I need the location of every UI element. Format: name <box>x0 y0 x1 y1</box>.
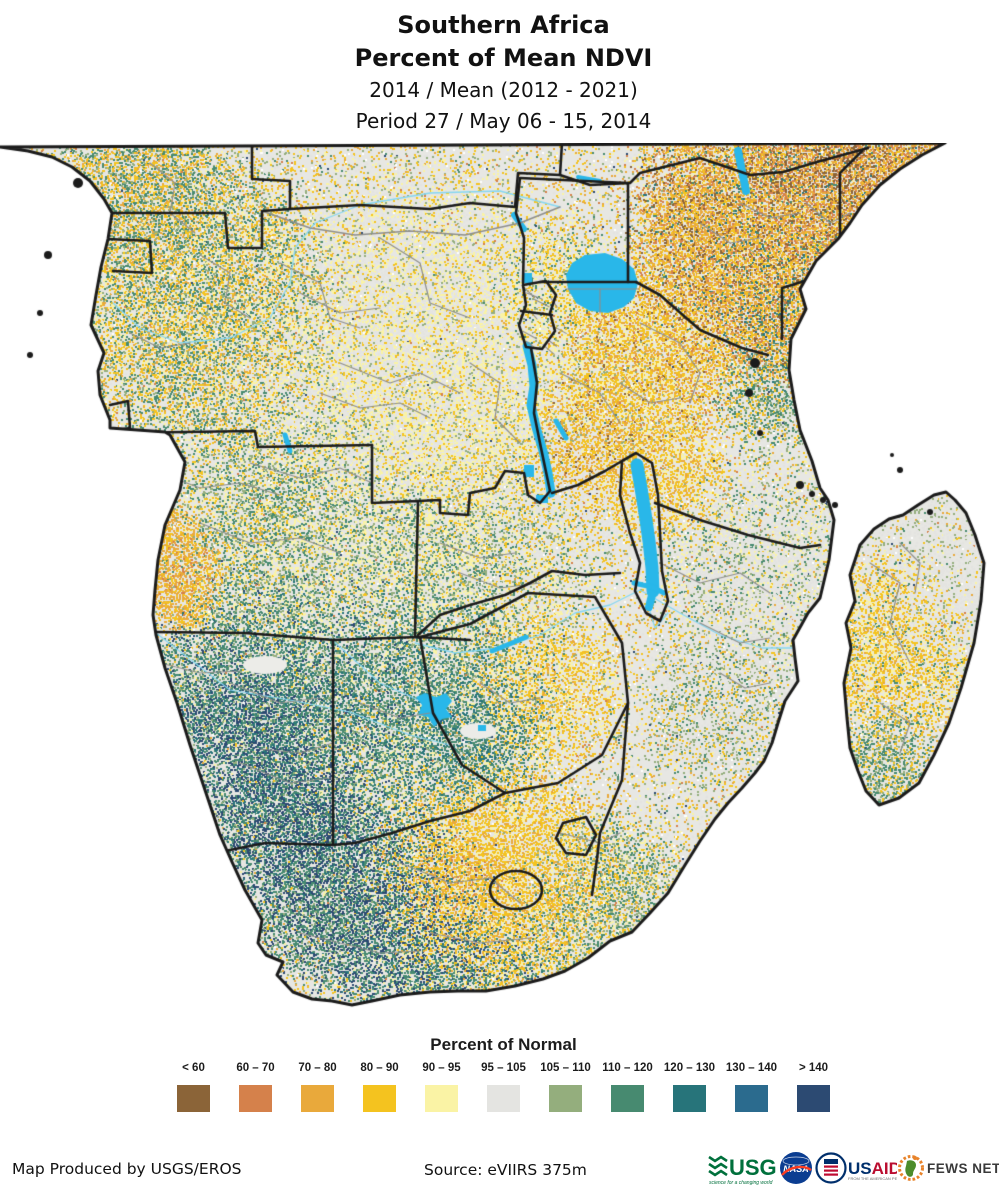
usgs-logo: USGS science for a changing world <box>708 1155 777 1186</box>
produced-by-text: Map Produced by USGS/EROS <box>12 1160 242 1178</box>
legend-color-swatch <box>797 1085 830 1112</box>
usgs-logo-text: USGS <box>729 1155 777 1180</box>
legend-color-swatch <box>425 1085 458 1112</box>
legend: < 60 60 – 70 70 – 80 80 – 90 90 – 95 95 – 105… <box>0 1062 1007 1112</box>
map-title-line1: Southern Africa <box>397 11 610 39</box>
usgs-tagline: science for a changing world <box>709 1180 773 1186</box>
map-subtitle-line2: Period 27 / May 06 - 15, 2014 <box>355 109 652 133</box>
legend-item: 95 – 105 <box>473 1062 535 1112</box>
usaid-seal-icon <box>815 1152 847 1184</box>
source-text: Source: eVIIRS 375m <box>424 1161 587 1179</box>
legend-class-label: < 60 <box>182 1062 205 1074</box>
legend-color-swatch <box>611 1085 644 1112</box>
nasa-logo: NASA <box>780 1152 812 1184</box>
legend-item: 110 – 120 <box>597 1062 659 1112</box>
legend-item: 60 – 70 <box>225 1062 287 1112</box>
legend-class-label: 95 – 105 <box>481 1062 526 1074</box>
legend-item: 90 – 95 <box>411 1062 473 1112</box>
legend-item: < 60 <box>163 1062 225 1112</box>
legend-item: > 140 <box>783 1062 845 1112</box>
fewsnet-logo: FEWS NET <box>898 1155 999 1181</box>
legend-color-swatch <box>673 1085 706 1112</box>
legend-class-label: 80 – 90 <box>360 1062 399 1074</box>
legend-color-swatch <box>735 1085 768 1112</box>
legend-class-label: > 140 <box>798 1062 829 1074</box>
legend-class-label: 130 – 140 <box>725 1062 778 1074</box>
legend-class-label: 60 – 70 <box>236 1062 275 1074</box>
legend-class-label: 120 – 130 <box>663 1062 716 1074</box>
nasa-swoosh-icon <box>781 1165 812 1176</box>
usaid-logo-text: USAID <box>848 1159 897 1178</box>
legend-item: 105 – 110 <box>535 1062 597 1112</box>
legend-title: Percent of Normal <box>430 1035 577 1054</box>
legend-class-label: 90 – 95 <box>422 1062 461 1074</box>
legend-color-swatch <box>363 1085 396 1112</box>
legend-item: 120 – 130 <box>659 1062 721 1112</box>
usaid-logo: USAID FROM THE AMERICAN PEOPLE <box>815 1152 897 1184</box>
map-subtitle-line1: 2014 / Mean (2012 - 2021) <box>369 78 638 102</box>
legend-color-swatch <box>487 1085 520 1112</box>
fewsnet-logo-text: FEWS NET <box>927 1161 999 1176</box>
ndvi-map-canvas <box>0 143 1007 1023</box>
usaid-tagline: FROM THE AMERICAN PEOPLE <box>848 1176 897 1181</box>
legend-class-label: 70 – 80 <box>298 1062 337 1074</box>
title-block: Southern Africa Percent of Mean NDVI 201… <box>0 8 1007 137</box>
legend-item: 70 – 80 <box>287 1062 349 1112</box>
legend-class-label: 110 – 120 <box>602 1062 653 1074</box>
legend-class-label: 105 – 110 <box>540 1062 591 1074</box>
legend-item: 130 – 140 <box>721 1062 783 1112</box>
legend-color-swatch <box>301 1085 334 1112</box>
legend-color-swatch <box>177 1085 210 1112</box>
logo-strip: USGS science for a changing world NASA U… <box>707 1146 999 1190</box>
legend-color-swatch <box>239 1085 272 1112</box>
usgs-wave-icon <box>708 1155 728 1177</box>
nasa-logo-text: NASA <box>783 1164 809 1174</box>
fewsnet-globe-icon <box>898 1155 924 1181</box>
map-title-line2: Percent of Mean NDVI <box>354 44 653 72</box>
legend-item: 80 – 90 <box>349 1062 411 1112</box>
legend-color-swatch <box>549 1085 582 1112</box>
